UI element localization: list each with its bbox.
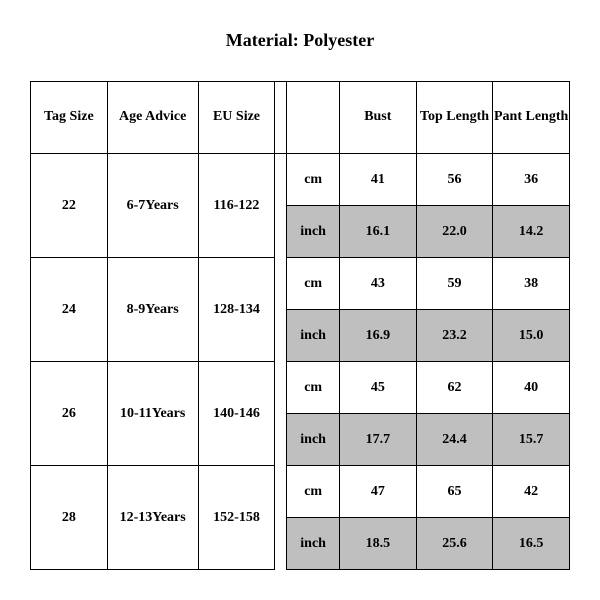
table-row: 2812-13Years152-158cm476542 [31,466,570,518]
col-header-age-advice: Age Advice [107,82,198,154]
cell-age-advice: 8-9Years [107,258,198,362]
cell-unit-cm: cm [287,258,340,310]
cell-unit-cm: cm [287,466,340,518]
cell-top_length-inch: 24.4 [416,414,493,466]
cell-top_length-cm: 62 [416,362,493,414]
cell-top_length-cm: 59 [416,258,493,310]
cell-pant_length-cm: 36 [493,154,570,206]
cell-unit-inch: inch [287,518,340,570]
cell-top_length-inch: 22.0 [416,206,493,258]
cell-age-advice: 12-13Years [107,466,198,570]
cell-pant_length-inch: 16.5 [493,518,570,570]
table-row: 2610-11Years140-146cm456240 [31,362,570,414]
col-header-bust: Bust [339,82,416,154]
cell-pant_length-cm: 38 [493,258,570,310]
gap-column [275,82,287,154]
cell-bust-cm: 43 [339,258,416,310]
cell-bust-cm: 41 [339,154,416,206]
cell-bust-inch: 18.5 [339,518,416,570]
cell-bust-cm: 47 [339,466,416,518]
cell-pant_length-cm: 42 [493,466,570,518]
table-row: 248-9Years128-134cm435938 [31,258,570,310]
cell-eu-size: 116-122 [198,154,275,258]
col-header-unit [287,82,340,154]
col-header-pant-length: Pant Length [493,82,570,154]
col-header-eu-size: EU Size [198,82,275,154]
cell-top_length-cm: 65 [416,466,493,518]
cell-bust-inch: 16.9 [339,310,416,362]
col-header-top-length: Top Length [416,82,493,154]
gap-column [275,362,287,466]
cell-bust-inch: 16.1 [339,206,416,258]
col-header-tag-size: Tag Size [31,82,108,154]
cell-unit-cm: cm [287,154,340,206]
cell-tag-size: 26 [31,362,108,466]
cell-pant_length-inch: 15.7 [493,414,570,466]
gap-column [275,258,287,362]
cell-tag-size: 22 [31,154,108,258]
cell-unit-inch: inch [287,414,340,466]
gap-column [275,154,287,258]
cell-unit-inch: inch [287,206,340,258]
cell-pant_length-cm: 40 [493,362,570,414]
cell-tag-size: 24 [31,258,108,362]
table-row: 226-7Years116-122cm415636 [31,154,570,206]
cell-age-advice: 10-11Years [107,362,198,466]
cell-top_length-inch: 23.2 [416,310,493,362]
cell-eu-size: 152-158 [198,466,275,570]
cell-bust-inch: 17.7 [339,414,416,466]
table-header-row: Tag Size Age Advice EU Size Bust Top Len… [31,82,570,154]
cell-eu-size: 140-146 [198,362,275,466]
cell-pant_length-inch: 14.2 [493,206,570,258]
cell-pant_length-inch: 15.0 [493,310,570,362]
cell-tag-size: 28 [31,466,108,570]
cell-eu-size: 128-134 [198,258,275,362]
gap-column [275,466,287,570]
size-chart-table: Tag Size Age Advice EU Size Bust Top Len… [30,81,570,570]
page-title: Material: Polyester [30,30,570,51]
cell-age-advice: 6-7Years [107,154,198,258]
cell-unit-cm: cm [287,362,340,414]
cell-unit-inch: inch [287,310,340,362]
cell-bust-cm: 45 [339,362,416,414]
cell-top_length-cm: 56 [416,154,493,206]
cell-top_length-inch: 25.6 [416,518,493,570]
